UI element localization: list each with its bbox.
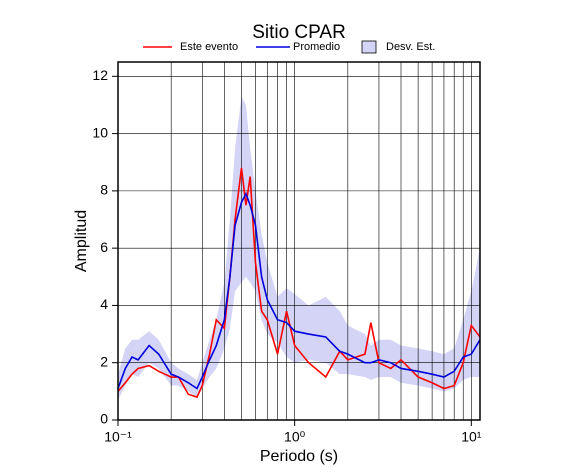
y-tick-label: 12 — [92, 67, 108, 83]
plot-frame — [117, 61, 481, 421]
legend-label: Desv. Est. — [386, 41, 435, 53]
y-axis-title: Amplitud — [73, 210, 90, 272]
data-line — [117, 167, 481, 399]
chart-title: Sitio CPAR — [252, 22, 346, 43]
y-tick-label: 0 — [100, 411, 108, 427]
y-tick-label: 4 — [100, 296, 108, 312]
y-tick-label: 8 — [100, 182, 108, 198]
legend-label: Promedio — [293, 41, 340, 53]
y-tick-label: 2 — [100, 353, 108, 369]
x-tick-label: 10⁰ — [284, 429, 306, 445]
legend-swatch — [361, 40, 377, 54]
x-axis-title: Periodo (s) — [260, 448, 338, 465]
data-line — [117, 191, 481, 390]
legend-label: Este evento — [180, 41, 238, 53]
x-tick-label: 10¹ — [461, 429, 482, 445]
x-tick-label: 10⁻¹ — [104, 429, 132, 445]
y-tick-label: 10 — [92, 124, 108, 140]
y-tick-label: 6 — [100, 239, 108, 255]
